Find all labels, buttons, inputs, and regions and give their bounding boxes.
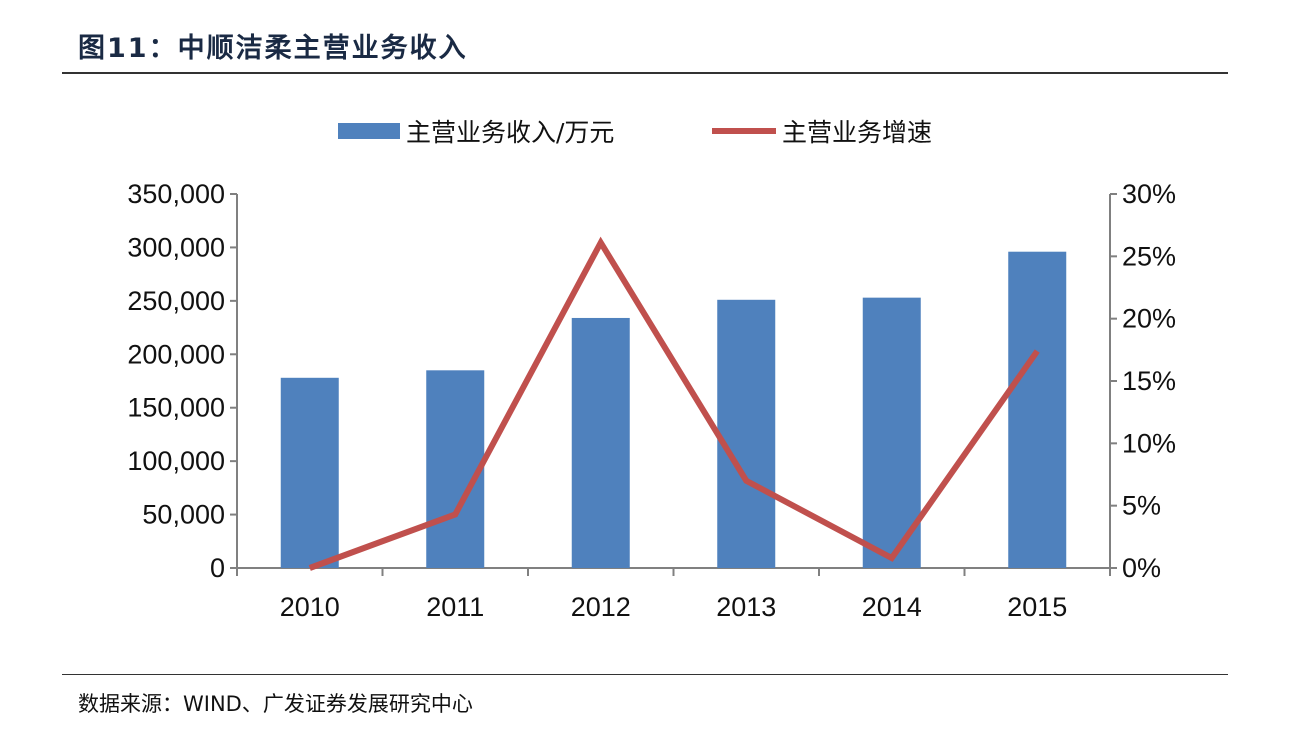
- bar: [862, 297, 921, 568]
- left-tick-label: 350,000: [127, 179, 225, 209]
- left-tick-label: 0: [210, 553, 225, 583]
- growth-line: [308, 236, 1040, 571]
- source-note: 数据来源：WIND、广发证券发展研究中心: [78, 692, 473, 716]
- x-tick-label: 2011: [426, 592, 484, 622]
- bar: [571, 317, 630, 568]
- bar: [1008, 251, 1067, 568]
- x-tick-label: 2012: [571, 592, 631, 622]
- legend-label-line: 主营业务增速: [782, 118, 932, 147]
- right-tick-label: 20%: [1122, 304, 1176, 334]
- top-divider: [62, 72, 1228, 74]
- x-tick-label: 2015: [1007, 592, 1067, 622]
- right-tick-label: 30%: [1122, 179, 1176, 209]
- left-tick-label: 50,000: [142, 500, 225, 530]
- right-tick-label: 15%: [1122, 366, 1176, 396]
- left-tick-label: 300,000: [127, 232, 225, 262]
- figure-title: 图11：中顺洁柔主营业务收入: [78, 33, 468, 64]
- right-tick-label: 10%: [1122, 428, 1176, 458]
- right-tick-label: 25%: [1122, 241, 1176, 271]
- x-tick-label: 2013: [716, 592, 776, 622]
- legend-label-bar: 主营业务收入/万元: [406, 118, 614, 147]
- bottom-divider: [62, 674, 1228, 675]
- bar: [426, 370, 485, 568]
- bar: [280, 377, 339, 568]
- x-tick-label: 2010: [280, 592, 340, 622]
- left-tick-label: 250,000: [127, 286, 225, 316]
- left-tick-label: 200,000: [127, 339, 225, 369]
- right-tick-label: 5%: [1122, 491, 1161, 521]
- x-tick-label: 2014: [862, 592, 922, 622]
- bar: [717, 299, 776, 568]
- legend-swatch-bar: [338, 123, 400, 139]
- right-tick-label: 0%: [1122, 553, 1161, 583]
- left-tick-label: 150,000: [127, 393, 225, 423]
- left-tick-label: 100,000: [127, 446, 225, 476]
